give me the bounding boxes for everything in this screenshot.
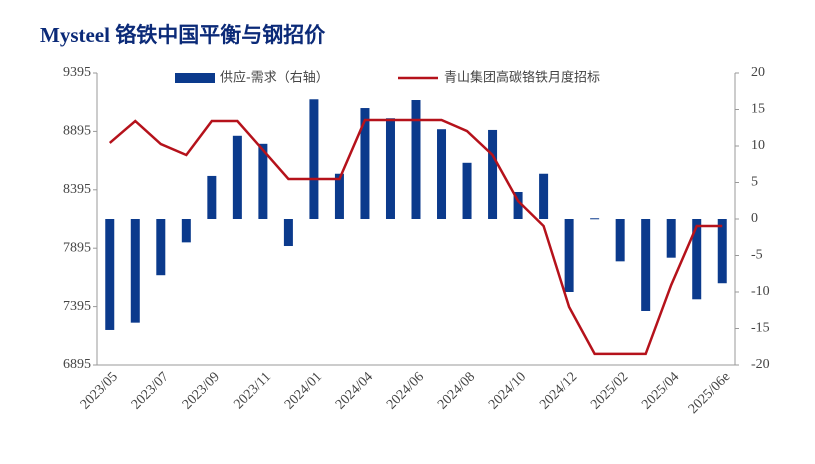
bar [437,129,447,219]
bar [564,219,574,292]
bar [590,218,600,220]
y2-tick-label: -15 [751,321,770,336]
y2-tick-label: -20 [751,357,770,372]
y-tick-label: 9395 [63,65,91,80]
y2-tick-label: -5 [751,248,763,263]
bar [615,219,625,262]
y2-tick-label: 0 [751,211,758,226]
bar [513,191,523,219]
bar [692,219,702,300]
x-tick-label: 2024/12 [537,369,580,412]
x-tick-label: 2023/09 [180,369,223,412]
bar [360,108,370,219]
y-tick-label: 7895 [63,240,91,255]
legend-label: 青山集团高碳铬铁月度招标 [444,70,600,86]
bar [258,143,268,219]
bar [488,129,498,219]
bar [207,175,217,219]
x-tick-label: 2025/04 [639,369,682,412]
x-tick-label: 2025/02 [588,369,631,412]
legend-bar-swatch [175,73,215,83]
bar [641,219,651,311]
chart-title: Mysteel 铬铁中国平衡与钢招价 [40,23,326,47]
bar [385,118,395,219]
y2-tick-label: 10 [751,138,765,153]
bar [105,219,115,330]
x-tick-label: 2025/06e [686,369,733,416]
bar [283,219,293,247]
y-tick-label: 8895 [63,124,91,139]
x-tick-label: 2024/08 [435,369,478,412]
x-tick-label: 2024/04 [333,369,376,412]
x-tick-label: 2023/11 [231,369,274,412]
x-tick-label: 2023/07 [129,369,172,412]
y2-tick-label: 20 [751,65,765,80]
x-tick-label: 2024/06 [384,369,427,412]
bar [411,100,421,219]
bar [666,219,676,258]
bar [334,173,344,219]
y2-tick-label: 5 [751,175,758,190]
line [108,118,723,356]
bar [232,135,242,219]
legend-label: 供应-需求（右轴） [220,70,329,86]
bar [130,219,140,323]
y-tick-label: 7395 [63,299,91,314]
bar [309,99,319,219]
y-tick-label: 8395 [63,182,91,197]
bar [156,219,166,276]
bar [717,219,727,284]
x-tick-label: 2024/10 [486,369,529,412]
bar [539,173,549,219]
bar [181,219,191,243]
x-tick-label: 2024/01 [282,369,325,412]
y-tick-label: 6895 [63,357,91,372]
x-tick-label: 2023/05 [78,369,121,412]
y2-tick-label: 15 [751,102,765,117]
bar [462,162,472,219]
y2-tick-label: -10 [751,284,770,299]
